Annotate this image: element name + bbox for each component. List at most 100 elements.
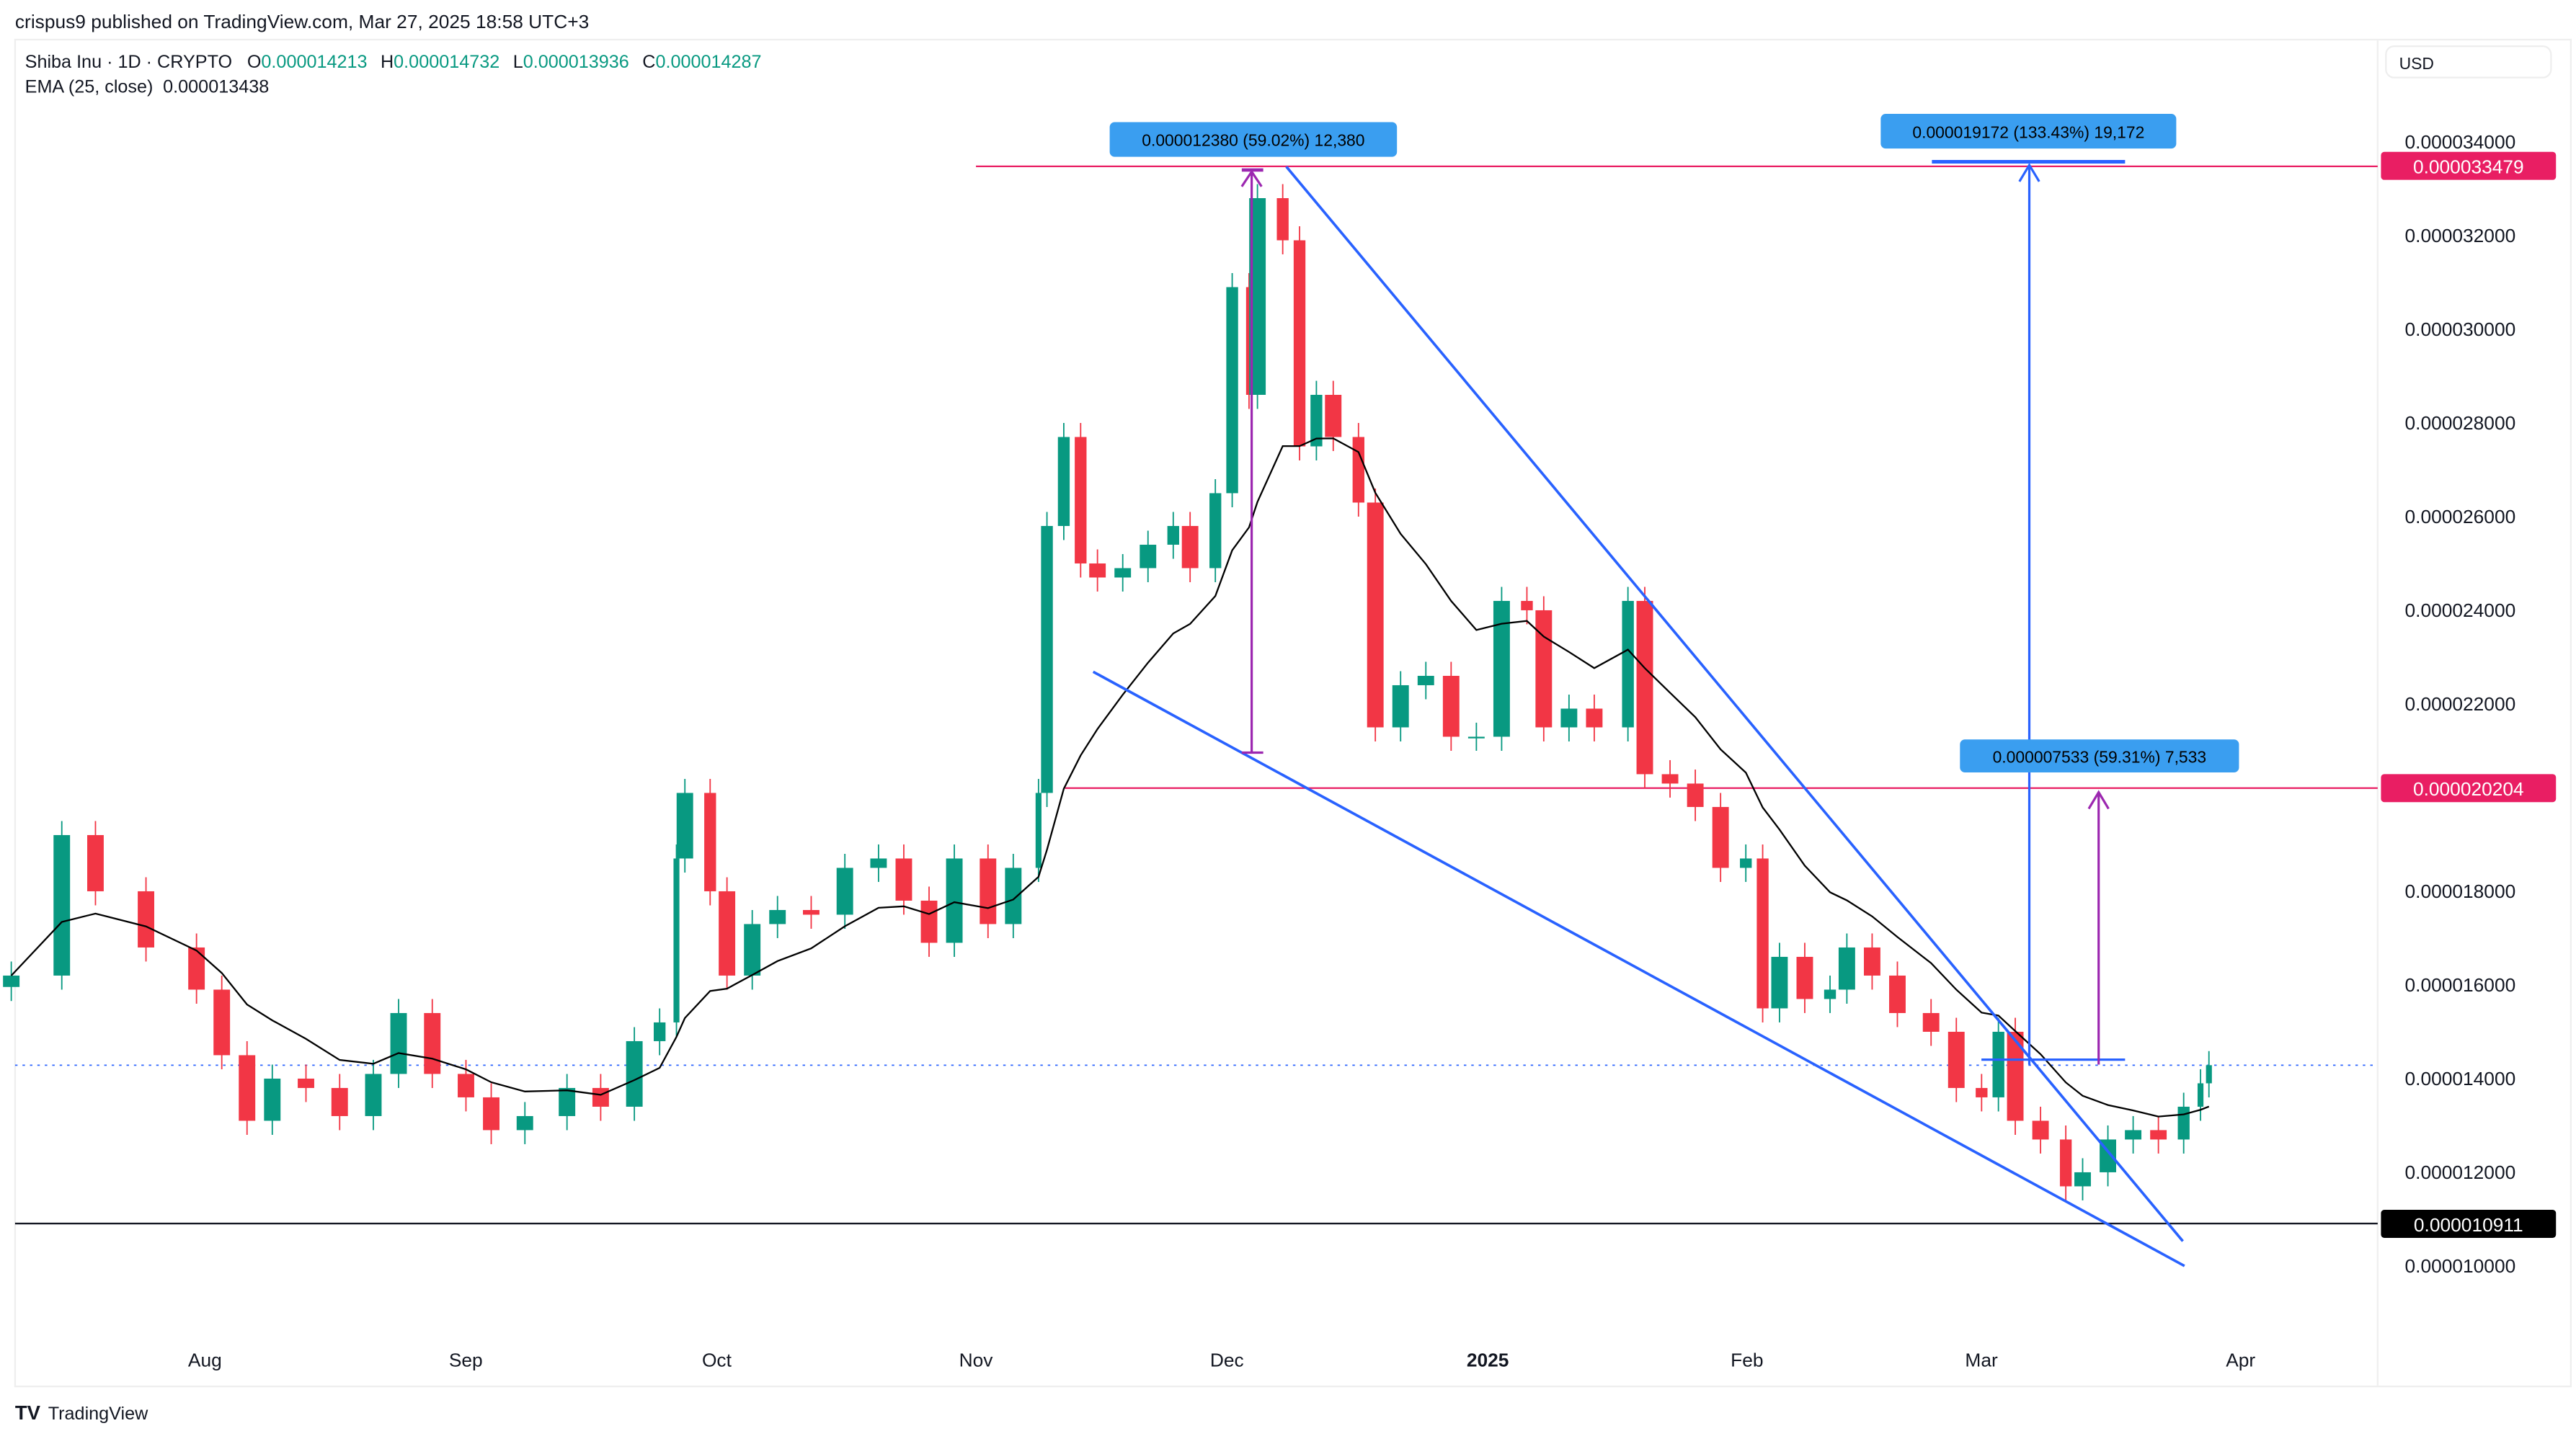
ema-label: EMA (25, close)	[25, 76, 154, 97]
candle	[1367, 488, 1384, 741]
ema-value: 0.000013438	[163, 76, 269, 97]
candle	[87, 821, 104, 906]
candle	[264, 1064, 281, 1135]
candle	[1796, 942, 1813, 1013]
candle	[1181, 512, 1199, 582]
candle	[559, 1074, 576, 1131]
candle	[2007, 1017, 2024, 1135]
candle	[1089, 549, 1106, 592]
price-tag-low: 0.000010911	[2381, 1210, 2557, 1238]
candle	[1005, 853, 1022, 938]
price-tick-label: 0.000026000	[2404, 506, 2515, 527]
candle	[1535, 596, 1553, 741]
candle	[836, 853, 853, 929]
candle	[1209, 478, 1222, 582]
candle	[653, 1008, 666, 1056]
candle	[1521, 587, 1533, 625]
wedge-lower-trendline[interactable]	[1092, 670, 2185, 1267]
wedge-upper-trendline[interactable]	[1285, 166, 2184, 1242]
legend: Shiba Inu · 1D · CRYPTO O0.000014213 H0.…	[25, 52, 762, 97]
measure-3[interactable]: 0.000007533 (59.31%) 7,533	[1960, 739, 2239, 1065]
open-value: 0.000014213	[261, 52, 367, 72]
price-tick-label: 0.000034000	[2404, 131, 2515, 153]
time-tick-label: 2025	[1467, 1350, 1509, 1371]
candle	[1947, 1017, 1965, 1102]
candle	[2197, 1069, 2204, 1121]
candle	[2125, 1115, 2142, 1154]
price-axis[interactable]: 0.000034000 0.000032000 0.000030000 0.00002…	[2404, 131, 2515, 1277]
candle	[1622, 587, 1634, 741]
candle	[1310, 380, 1323, 460]
candle	[1467, 722, 1485, 751]
price-tag-high: 0.000033479	[2381, 151, 2557, 180]
candle	[1226, 272, 1238, 507]
price-tick-label: 0.000028000	[2404, 412, 2515, 434]
candle	[1687, 769, 1704, 821]
candle	[1493, 587, 1510, 751]
tradingview-logo-icon: TV	[15, 1401, 41, 1424]
candle	[53, 821, 71, 990]
candle	[213, 975, 231, 1069]
candle	[1712, 793, 1729, 882]
candle	[1824, 975, 1836, 1013]
time-tick-label: Apr	[2226, 1350, 2255, 1371]
price-tick-label: 0.000010000	[2404, 1255, 2515, 1277]
candle	[1075, 422, 1087, 578]
candle	[920, 886, 938, 957]
candle	[458, 1059, 474, 1112]
close-value: 0.000014287	[656, 52, 762, 72]
candle	[870, 844, 887, 882]
arrow-up-icon	[2018, 162, 2040, 182]
price-tick-label: 0.000012000	[2404, 1162, 2515, 1183]
candle	[1035, 778, 1041, 882]
symbol-name: Shiba Inu · 1D · CRYPTO	[25, 52, 232, 72]
svg-text:Shiba Inu · 1D · CRYPTO: Shiba Inu · 1D · CRYPTO O0.000014213 H0.…	[25, 52, 762, 72]
candle	[483, 1083, 499, 1144]
candle	[895, 844, 912, 915]
candle	[390, 999, 407, 1088]
arrow-up-icon	[2087, 790, 2110, 810]
candle	[1560, 694, 1578, 741]
candle	[626, 1027, 643, 1121]
candle	[2150, 1115, 2167, 1154]
candle	[1586, 694, 1603, 741]
candle	[1140, 530, 1157, 582]
time-tick-label: Oct	[702, 1350, 732, 1371]
candle	[1771, 942, 1788, 1022]
candle	[1293, 226, 1306, 460]
candle	[1838, 933, 1855, 1004]
currency-button[interactable]: USD	[2385, 45, 2552, 79]
chart-pane	[14, 38, 2572, 1388]
time-axis[interactable]: Aug Sep Oct Nov Dec 2025 Feb Mar Apr	[188, 1350, 2256, 1371]
arrow-up-icon	[1240, 169, 1263, 187]
measure-1-label: 0.000012380 (59.02%) 12,380	[1142, 131, 1364, 150]
candle	[2206, 1051, 2212, 1097]
candle	[1442, 661, 1460, 751]
candle	[2059, 1125, 2072, 1200]
time-tick-label: Nov	[959, 1350, 994, 1371]
svg-text:0.000010911: 0.000010911	[2414, 1214, 2523, 1236]
price-tick-label: 0.000014000	[2404, 1068, 2515, 1089]
measure-2-label: 0.000019172 (133.43%) 19,172	[1912, 122, 2144, 141]
candle	[1114, 553, 1132, 592]
candle	[1352, 422, 1364, 517]
time-tick-label: Aug	[188, 1350, 222, 1371]
candle	[1922, 999, 1940, 1046]
candle	[719, 877, 736, 990]
time-tick-label: Dec	[1210, 1350, 1244, 1371]
high-value: 0.000014732	[394, 52, 499, 72]
candle	[946, 844, 963, 957]
tradingview-logo[interactable]: TV TradingView	[15, 1401, 148, 1424]
candle	[1889, 961, 1906, 1027]
candle	[1756, 844, 1769, 1022]
measure-1[interactable]: 0.000012380 (59.02%) 12,380	[1109, 122, 1398, 754]
time-tick-label: Feb	[1731, 1350, 1763, 1371]
price-tick-label: 0.000032000	[2404, 225, 2515, 246]
time-tick-label: Mar	[1965, 1350, 1998, 1371]
candle	[1325, 380, 1342, 451]
measure-2[interactable]: 0.000019172 (133.43%) 19,172	[1880, 114, 2177, 1065]
ema-line	[10, 437, 2210, 1118]
candle	[980, 844, 997, 938]
candle	[1636, 587, 1653, 788]
